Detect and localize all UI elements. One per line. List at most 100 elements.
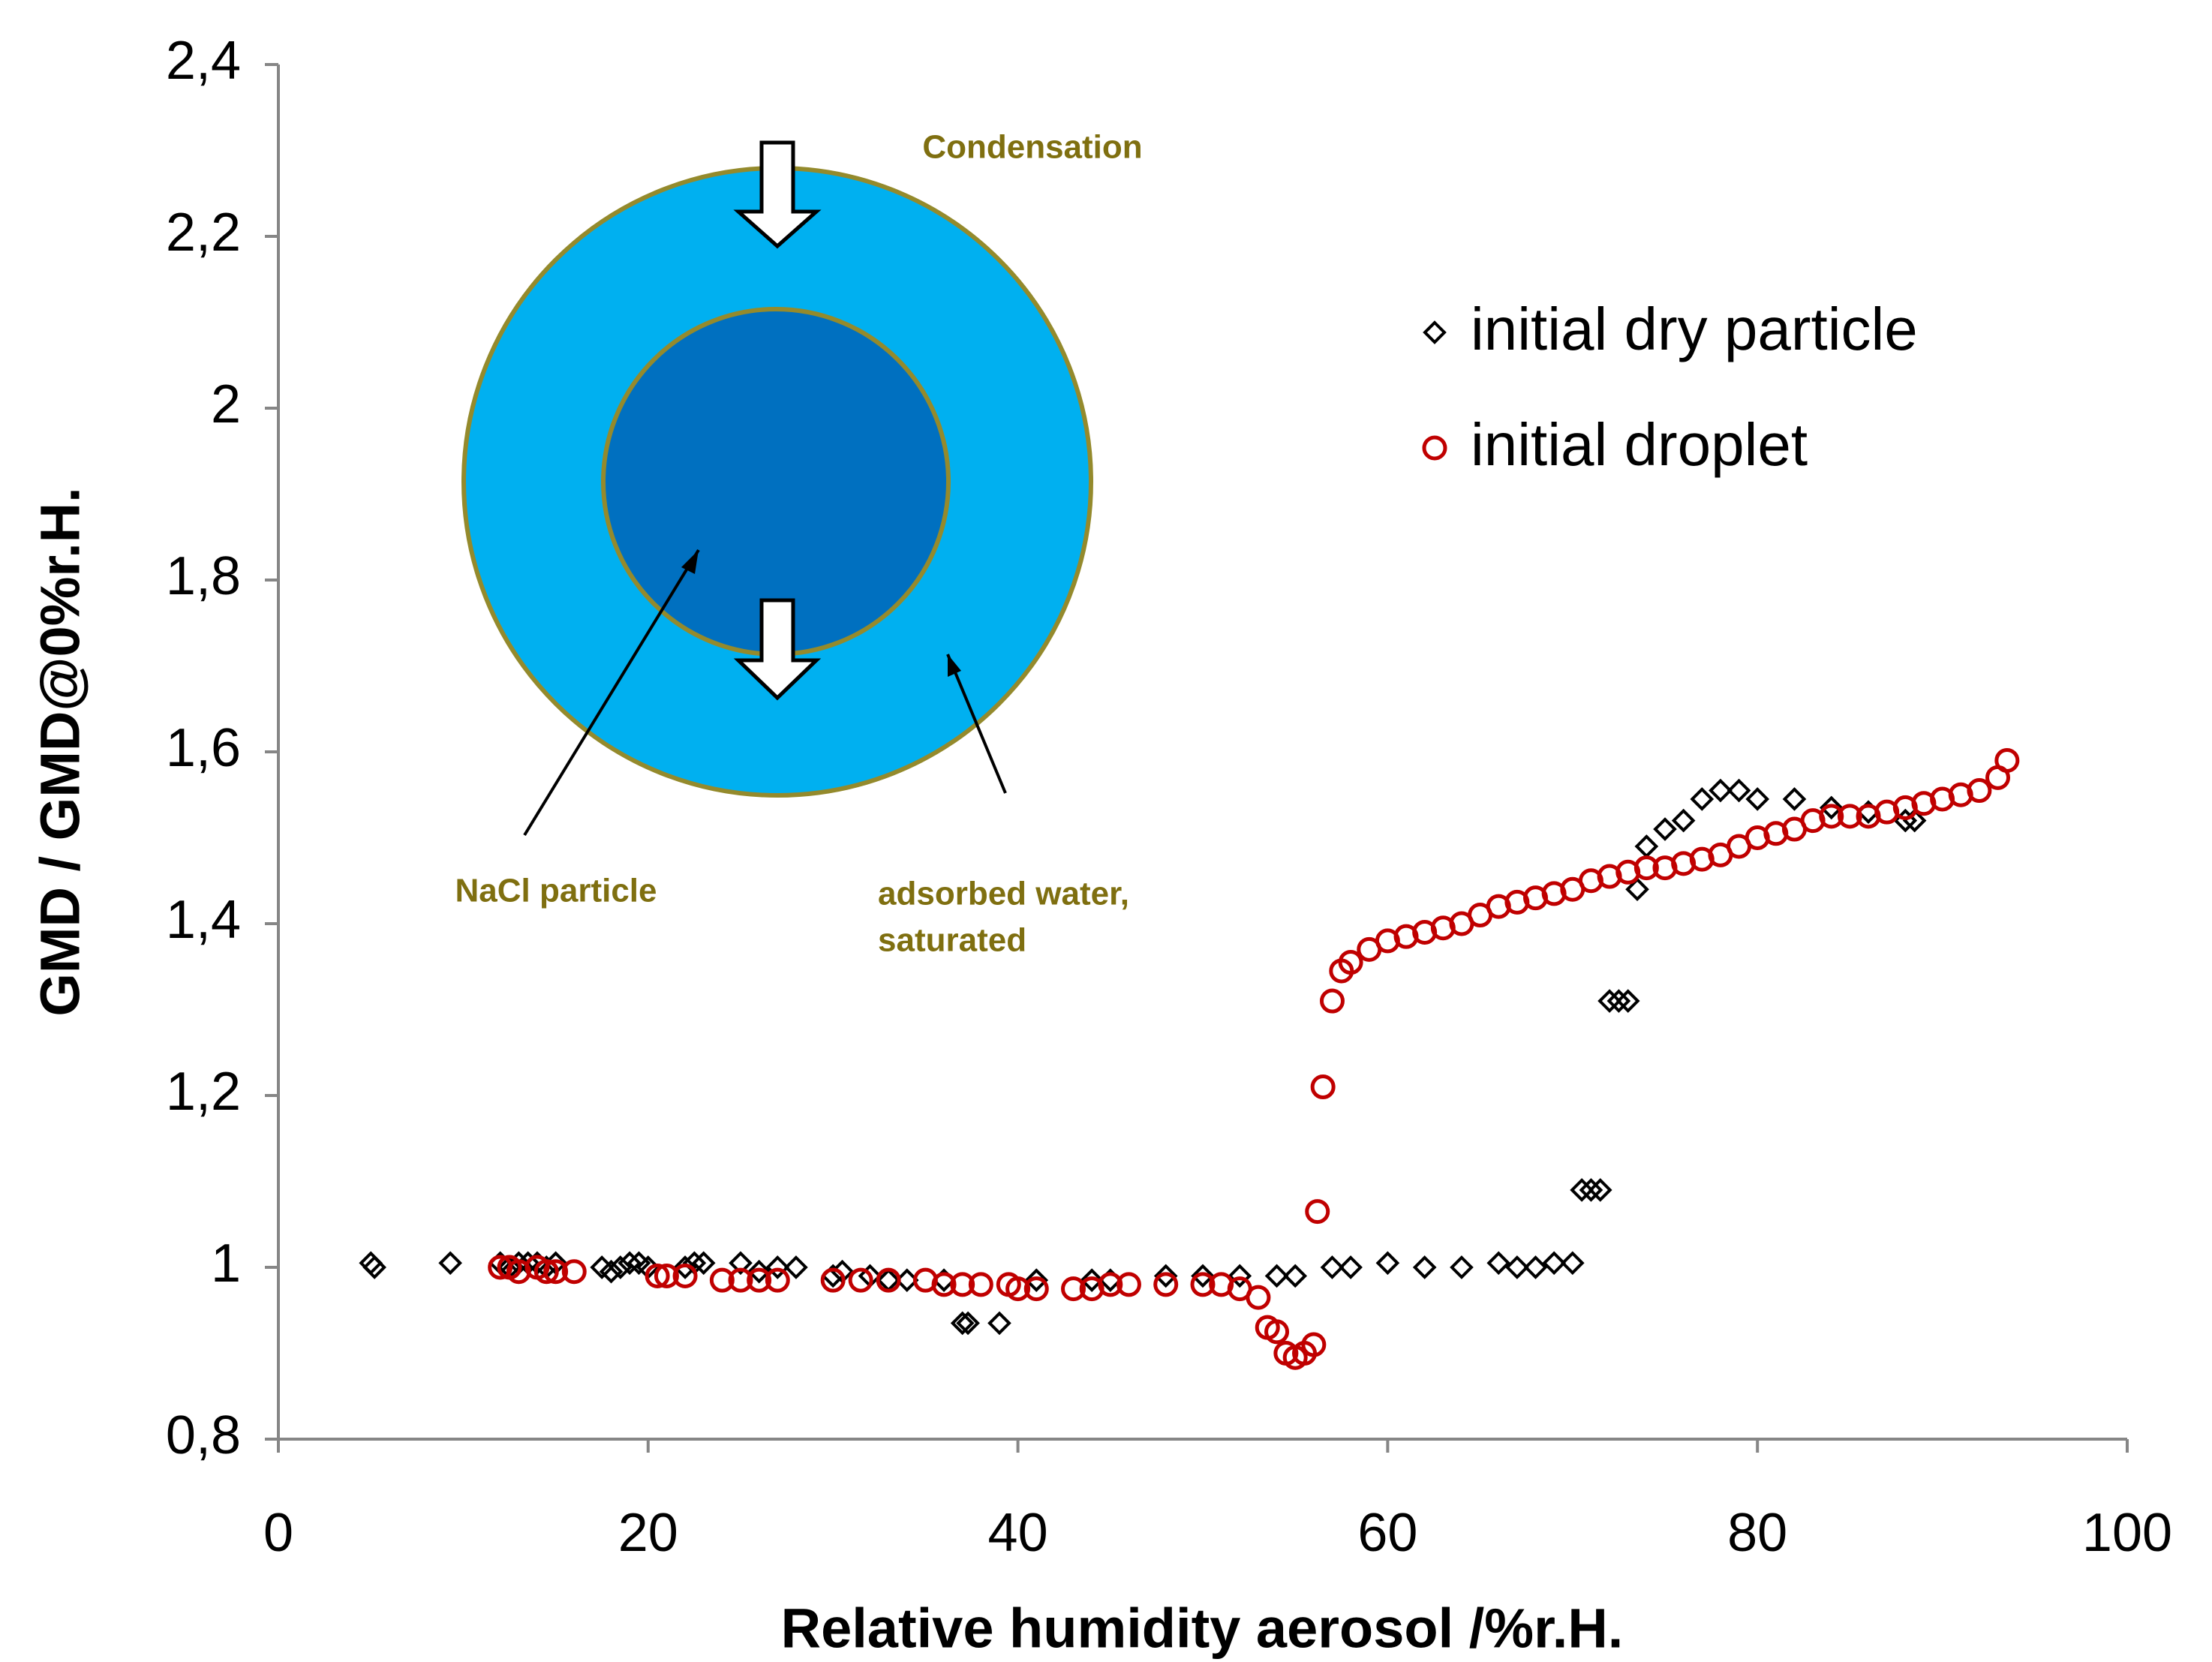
data-point <box>1450 1255 1474 1279</box>
data-point <box>1319 988 1345 1014</box>
data-point <box>1283 1264 1308 1288</box>
data-point <box>645 1263 670 1288</box>
data-point <box>1597 989 1621 1013</box>
data-point <box>1191 1264 1215 1288</box>
data-point <box>1709 778 1733 803</box>
data-point <box>950 1311 975 1336</box>
data-point <box>1606 989 1631 1013</box>
data-point <box>1080 1268 1104 1293</box>
inset-diagram: Condensation NaCl particle adsorbed wate… <box>455 129 1143 959</box>
data-point <box>1338 950 1363 975</box>
data-point <box>1671 808 1696 833</box>
annotation: Condensation <box>922 129 1142 166</box>
data-point <box>1264 1264 1289 1288</box>
data-point <box>968 1272 993 1297</box>
data-point <box>599 1259 624 1284</box>
data-point <box>931 1272 957 1297</box>
y-tick-label: 2,4 <box>166 31 241 91</box>
data-point <box>673 1255 697 1279</box>
data-point <box>956 1311 980 1336</box>
data-point <box>1486 1251 1511 1276</box>
data-point <box>1727 778 1751 803</box>
y-tick-label: 0,8 <box>166 1405 241 1465</box>
legend-label: initial dry particle <box>1471 296 1918 362</box>
y-axis-title: GMD / GMD@0%r.H. <box>29 487 92 1016</box>
y-tick-label: 1,4 <box>166 890 241 950</box>
data-point <box>1523 1255 1548 1279</box>
data-point <box>1819 795 1844 820</box>
data-point <box>1653 817 1677 841</box>
data-point <box>709 1267 735 1293</box>
data-point <box>1228 1264 1252 1288</box>
data-point <box>1615 989 1640 1013</box>
data-point <box>362 1255 386 1279</box>
data-point <box>848 1267 873 1293</box>
data-point <box>765 1267 790 1293</box>
data-point <box>672 1263 698 1288</box>
arrow <box>733 598 822 701</box>
data-point <box>950 1272 975 1297</box>
data-point <box>747 1267 772 1293</box>
data-point <box>1061 1276 1086 1302</box>
annotation: adsorbed water, <box>878 876 1129 912</box>
data-point <box>1024 1268 1049 1293</box>
data-point <box>1264 1319 1290 1345</box>
data-point <box>1153 1264 1178 1288</box>
data-point <box>1310 1074 1336 1100</box>
y-tick-label: 2 <box>211 374 241 434</box>
data-point <box>533 1259 559 1285</box>
x-tick-label: 40 <box>988 1503 1048 1563</box>
data-point <box>1745 787 1770 811</box>
data-point <box>438 1251 462 1276</box>
data-point <box>1305 1199 1330 1225</box>
data-point <box>1967 778 1992 804</box>
data-point <box>691 1251 716 1276</box>
data-point <box>618 1251 642 1276</box>
x-tick-label: 0 <box>263 1503 293 1563</box>
legend-marker <box>1423 320 1447 344</box>
annotation: saturated <box>878 922 1026 959</box>
pointer <box>946 654 1007 794</box>
y-tick-label: 1 <box>211 1234 241 1294</box>
pointer-head <box>681 550 699 574</box>
data-point <box>1153 1272 1179 1297</box>
data-point <box>1588 1178 1612 1202</box>
data-point <box>1570 1178 1594 1202</box>
data-point <box>609 1255 633 1279</box>
data-point <box>1579 1178 1603 1202</box>
data-point <box>987 1311 1011 1336</box>
data-point <box>1837 804 1862 829</box>
data-point <box>765 1255 790 1279</box>
data-point <box>1005 1276 1031 1302</box>
x-tick-label: 20 <box>618 1503 678 1563</box>
data-point <box>1690 787 1715 811</box>
data-point <box>1542 1251 1566 1276</box>
x-tick-label: 80 <box>1727 1503 1787 1563</box>
x-axis-title: Relative humidity aerosol /%r.H. <box>781 1597 1624 1660</box>
data-point <box>1116 1272 1141 1297</box>
x-tick-label: 60 <box>1357 1503 1417 1563</box>
data-point <box>1633 855 1659 881</box>
data-point <box>1339 1255 1363 1279</box>
data-point <box>1023 1276 1049 1302</box>
data-point <box>820 1267 846 1293</box>
data-point <box>1625 877 1649 902</box>
data-point <box>1412 1255 1437 1279</box>
legend-label: initial droplet <box>1471 411 1808 478</box>
data-point <box>1994 747 2020 773</box>
data-point <box>1560 1251 1585 1276</box>
data-point <box>1375 1251 1400 1276</box>
y-tick-label: 2,2 <box>166 203 241 263</box>
data-point <box>894 1268 919 1293</box>
data-point <box>876 1267 901 1293</box>
pointer <box>523 548 700 837</box>
annotation: NaCl particle <box>455 873 657 909</box>
data-point <box>561 1259 587 1285</box>
y-tick-label: 1,6 <box>166 718 241 778</box>
data-point <box>1782 787 1807 811</box>
data-point <box>654 1263 679 1288</box>
y-tick-label: 1,2 <box>166 1062 241 1122</box>
data-point <box>1246 1285 1271 1310</box>
data-point <box>729 1251 753 1276</box>
